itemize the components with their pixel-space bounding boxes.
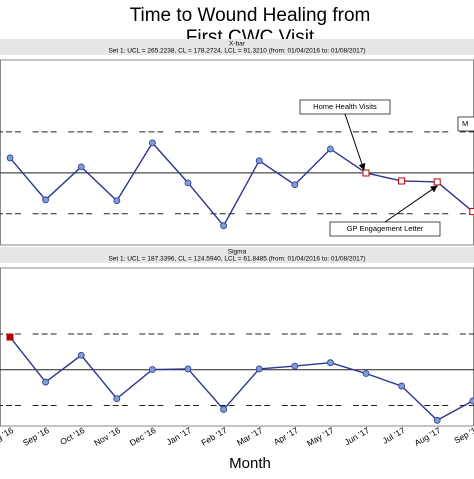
data-point — [469, 208, 474, 216]
data-point — [148, 139, 156, 147]
data-point — [220, 222, 228, 230]
x-tick-label: Feb '17 — [199, 425, 229, 448]
data-point — [113, 395, 121, 403]
x-tick-label: May '17 — [305, 425, 336, 449]
chart-title: Time to Wound Healing from — [130, 5, 371, 26]
data-point — [362, 169, 370, 177]
data-point — [291, 181, 299, 189]
data-point — [255, 365, 263, 373]
data-point — [433, 178, 441, 186]
panel-header — [0, 39, 474, 55]
data-point — [398, 177, 406, 185]
data-point — [6, 154, 14, 162]
data-line — [9, 336, 474, 422]
x-tick-label: g '16 — [0, 425, 15, 443]
x-tick-label: Jul '17 — [381, 425, 407, 446]
panel-subtitle: Set 1: UCL = 187.3396, CL = 124.5940, LC… — [108, 256, 365, 263]
panel-title: Sigma — [228, 249, 247, 256]
data-point — [148, 366, 156, 373]
x-tick-label: Sep '1 — [452, 425, 474, 446]
data-point — [326, 145, 334, 153]
data-point — [433, 416, 441, 424]
panel-title: X-bar — [229, 41, 246, 48]
x-tick-label: Jan '17 — [165, 425, 194, 447]
x-tick-label: Nov '16 — [92, 425, 122, 448]
data-point — [220, 406, 228, 413]
x-tick-label: Apr '17 — [272, 425, 300, 447]
data-point — [291, 362, 299, 370]
data-point — [255, 157, 263, 165]
data-point — [398, 382, 406, 390]
data-point — [42, 196, 49, 204]
x-tick-label: Aug '17 — [413, 425, 443, 448]
annotation: M — [462, 119, 468, 128]
panel-subtitle: Set 1: UCL = 265.2238, CL = 178.2724, LC… — [108, 48, 365, 55]
data-point — [77, 351, 85, 359]
x-tick-label: Oct '16 — [58, 425, 86, 447]
plot-frame — [0, 267, 474, 427]
x-tick-label: Sep '16 — [21, 425, 51, 448]
data-point — [6, 333, 14, 341]
annotation: Home Health Visits — [313, 102, 377, 111]
data-point — [184, 365, 192, 373]
annotation: GP Engagement Letter — [347, 224, 424, 233]
x-tick-label: Dec '16 — [128, 425, 158, 448]
x-axis-label: Month — [229, 455, 271, 472]
panel-header — [0, 247, 474, 263]
data-point — [469, 397, 474, 405]
x-tick-label: Jun '17 — [343, 425, 372, 447]
data-point — [326, 359, 334, 367]
x-tick-label: Mar '17 — [235, 425, 265, 448]
data-point — [77, 163, 85, 171]
data-line — [9, 141, 474, 227]
plot-frame — [0, 59, 474, 246]
data-point — [42, 378, 49, 386]
annotation-box — [457, 116, 474, 132]
data-point — [362, 370, 370, 377]
annotation-arrow — [384, 185, 438, 223]
data-point — [113, 197, 121, 205]
annotation-arrow — [344, 113, 366, 171]
data-point — [184, 179, 192, 187]
